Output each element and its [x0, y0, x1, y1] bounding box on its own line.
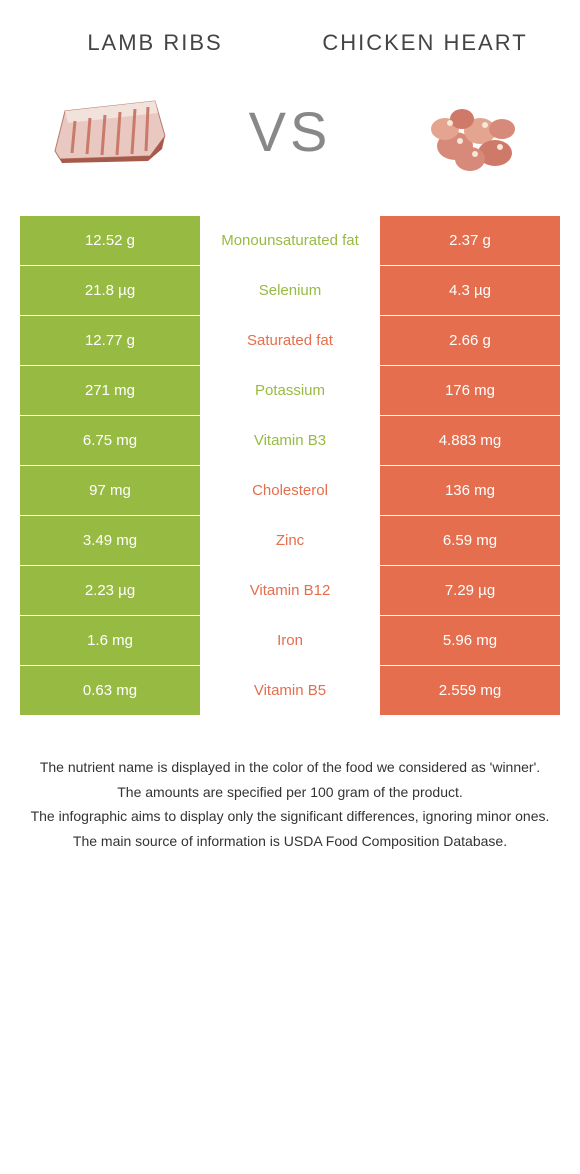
table-row: 271 mgPotassium176 mg — [20, 366, 560, 416]
footer-line-1: The nutrient name is displayed in the co… — [30, 756, 550, 778]
right-value-cell: 6.59 mg — [380, 516, 560, 565]
table-row: 0.63 mgVitamin B52.559 mg — [20, 666, 560, 716]
nutrient-name-cell: Monounsaturated fat — [200, 216, 380, 265]
left-value-cell: 3.49 mg — [20, 516, 200, 565]
nutrient-name-cell: Selenium — [200, 266, 380, 315]
right-food-title: Chicken heart — [290, 30, 560, 56]
nutrient-name-cell: Vitamin B12 — [200, 566, 380, 615]
right-value-cell: 4.3 µg — [380, 266, 560, 315]
vs-label: VS — [249, 99, 332, 164]
footer-line-2: The amounts are specified per 100 gram o… — [30, 781, 550, 803]
chicken-heart-image — [400, 76, 540, 186]
nutrient-name-cell: Cholesterol — [200, 466, 380, 515]
table-row: 21.8 µgSelenium4.3 µg — [20, 266, 560, 316]
right-value-cell: 2.559 mg — [380, 666, 560, 715]
header-row: Lamb ribs Chicken heart — [0, 0, 580, 66]
nutrient-name-cell: Zinc — [200, 516, 380, 565]
table-row: 6.75 mgVitamin B34.883 mg — [20, 416, 560, 466]
right-value-cell: 4.883 mg — [380, 416, 560, 465]
right-value-cell: 136 mg — [380, 466, 560, 515]
left-value-cell: 1.6 mg — [20, 616, 200, 665]
right-value-cell: 176 mg — [380, 366, 560, 415]
right-value-cell: 2.37 g — [380, 216, 560, 265]
right-value-cell: 2.66 g — [380, 316, 560, 365]
table-row: 97 mgCholesterol136 mg — [20, 466, 560, 516]
nutrient-name-cell: Saturated fat — [200, 316, 380, 365]
table-row: 1.6 mgIron5.96 mg — [20, 616, 560, 666]
right-value-cell: 7.29 µg — [380, 566, 560, 615]
table-row: 12.77 gSaturated fat2.66 g — [20, 316, 560, 366]
table-row: 12.52 gMonounsaturated fat2.37 g — [20, 216, 560, 266]
footer-line-3: The infographic aims to display only the… — [30, 805, 550, 827]
left-food-title: Lamb ribs — [20, 30, 290, 56]
left-value-cell: 97 mg — [20, 466, 200, 515]
left-value-cell: 12.77 g — [20, 316, 200, 365]
right-value-cell: 5.96 mg — [380, 616, 560, 665]
nutrient-name-cell: Potassium — [200, 366, 380, 415]
left-value-cell: 271 mg — [20, 366, 200, 415]
nutrient-name-cell: Vitamin B5 — [200, 666, 380, 715]
vs-row: VS — [0, 66, 580, 216]
footer-line-4: The main source of information is USDA F… — [30, 830, 550, 852]
footer-notes: The nutrient name is displayed in the co… — [30, 756, 550, 852]
nutrient-table: 12.52 gMonounsaturated fat2.37 g21.8 µgS… — [20, 216, 560, 716]
left-value-cell: 12.52 g — [20, 216, 200, 265]
nutrient-name-cell: Iron — [200, 616, 380, 665]
table-row: 2.23 µgVitamin B127.29 µg — [20, 566, 560, 616]
left-value-cell: 6.75 mg — [20, 416, 200, 465]
left-value-cell: 0.63 mg — [20, 666, 200, 715]
table-row: 3.49 mgZinc6.59 mg — [20, 516, 560, 566]
nutrient-name-cell: Vitamin B3 — [200, 416, 380, 465]
left-value-cell: 2.23 µg — [20, 566, 200, 615]
left-value-cell: 21.8 µg — [20, 266, 200, 315]
lamb-ribs-image — [40, 76, 180, 186]
